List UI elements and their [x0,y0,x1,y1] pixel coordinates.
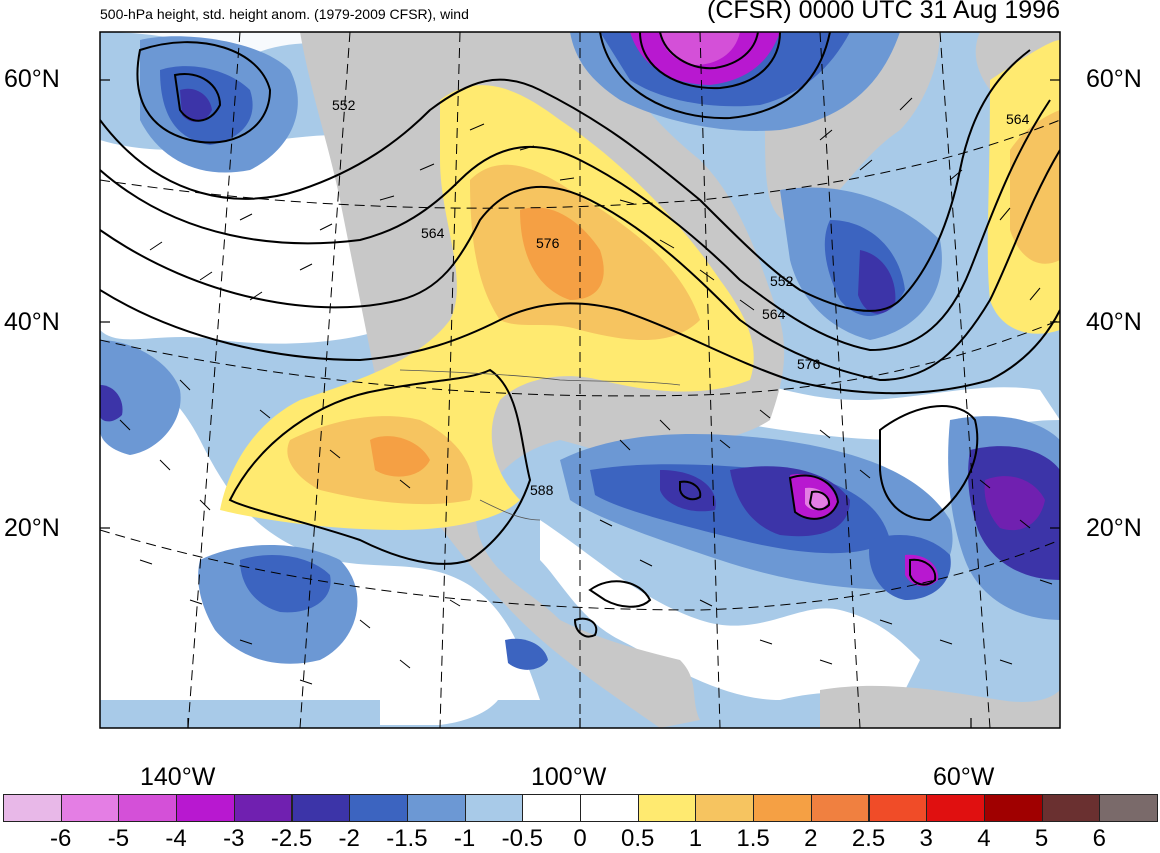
anomaly-positive-area [520,207,604,300]
colorbar-tick-label: -3 [223,825,245,852]
colorbar-swatch [522,794,581,822]
lon-label: 140°W [140,763,216,791]
anomaly-negative-area [240,555,331,613]
anomaly-neutral-area [380,590,506,725]
colorbar-swatch [1099,794,1158,822]
colorbar-tick-label: 1.5 [736,825,770,852]
borders [399,369,681,521]
colorbar-swatch [60,794,120,822]
map-panel: 552 564 576 564 552 564 576 564 588 [99,31,1061,729]
anomaly-negative-area [180,88,212,122]
contour-label: 552 [770,273,794,289]
anomaly-negative-area [858,250,896,314]
colorbar-swatch [291,794,351,822]
colorbar-swatch [983,794,1043,822]
colorbar-swatch [753,794,812,822]
contour-label: 576 [536,235,560,251]
colorbar-swatch [637,794,697,822]
anomaly-positive-area [370,436,430,477]
lat-label-left: 20°N [4,514,60,542]
colorbar-tick-label: -4 [165,825,187,852]
contour-labels: 552 564 576 564 552 564 576 564 588 [332,97,1030,498]
lat-label-left: 40°N [4,308,60,336]
lat-label-right: 20°N [1086,514,1142,542]
colorbar-tick-label: 2.5 [851,825,886,852]
colorbar-tick-label: -1 [453,825,476,852]
left-title: 500-hPa height, std. height anom. (1979-… [100,6,469,22]
anomaly-negative-area [505,638,548,670]
colorbar-tick-label: -1.5 [386,825,428,852]
colorbar-tick-label: -5 [107,825,130,852]
anomaly-negative-area [100,340,181,455]
wind-barbs [119,97,1053,685]
anomaly-negative-area [660,470,716,512]
colorbar-tick-label: 1 [688,825,703,852]
lat-label-right: 60°N [1086,65,1142,93]
contour-label: 564 [762,306,786,322]
contour-label: 576 [797,356,821,372]
contour-label: 564 [421,225,445,241]
contour-label: 588 [530,482,554,498]
colorbar-tick-label: 3 [919,825,933,852]
colorbar-tick-label: -6 [50,825,72,852]
colorbar-tick-label: 5 [1034,825,1049,852]
colorbar-tick-label: -0.5 [501,825,543,852]
lon-label: 100°W [531,763,607,791]
colorbar-tick-label: 6 [1092,825,1106,852]
colorbar-swatch [176,794,235,822]
lat-label-right: 40°N [1086,308,1142,336]
anomaly-negative-area [984,476,1045,531]
colorbar-swatch [580,794,639,822]
colorbar-swatch [926,794,985,822]
colorbar-swatch [406,794,466,822]
colorbar-tick-label: 0 [573,825,587,852]
right-title: (CFSR) 0000 UTC 31 Aug 1996 [707,0,1060,24]
colorbar-swatch [3,794,62,822]
land-area [820,685,1060,728]
colorbar-tick-label: 0.5 [621,825,655,852]
graticule [100,32,1060,728]
axis-ticks [100,79,1060,728]
colorbar-swatch [1041,794,1101,822]
colorbar-tick-label: -2 [338,825,360,852]
colorbar-swatch [695,794,755,822]
height-contours [100,32,1060,638]
colorbar-swatch [349,794,408,822]
lat-label-left: 60°N [4,65,60,93]
land-area [300,32,785,728]
anomaly-neutral-area [540,520,920,700]
anomaly-negative-area [905,554,939,587]
colorbar-tick-label: -2.5 [270,825,313,852]
contour-label: 552 [332,97,356,113]
colorbar-tick-label: 2 [804,825,818,852]
colorbar-swatch [868,794,928,822]
colorbar-swatch [810,794,870,822]
colorbar-tick-label: 4 [977,825,991,852]
contour-label: 564 [1006,111,1030,127]
colorbar-swatch [233,794,293,822]
lon-label: 60°W [933,763,995,791]
colorbar-swatch [118,794,178,822]
colorbar-swatch [464,794,524,822]
anomaly-negative-area [100,385,123,422]
anomaly-positive-area [220,85,754,530]
